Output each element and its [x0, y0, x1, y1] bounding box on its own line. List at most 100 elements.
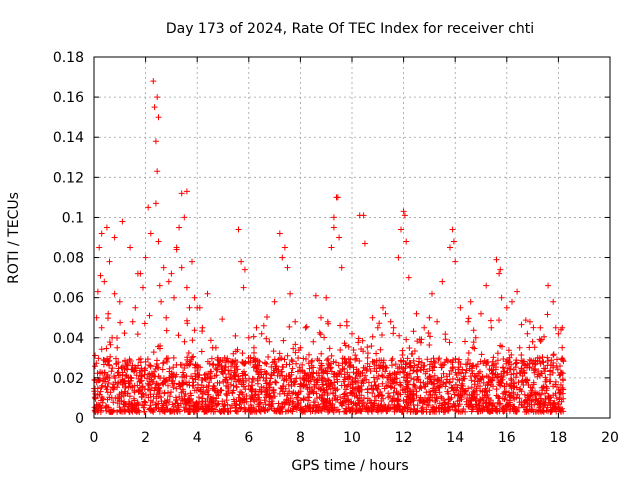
band-point [451, 391, 458, 398]
data-point [395, 254, 402, 261]
band-point [232, 332, 239, 339]
band-point [481, 389, 488, 395]
band-point [469, 394, 476, 401]
band-point [165, 382, 171, 389]
band-point [410, 328, 417, 335]
band-point [275, 400, 282, 407]
band-point [368, 343, 375, 349]
band-point [255, 371, 262, 378]
band-point [541, 333, 547, 340]
band-point [280, 364, 287, 371]
data-point [465, 318, 472, 325]
band-point [423, 397, 430, 404]
band-point [556, 396, 563, 403]
band-point [440, 397, 447, 404]
band-point [455, 392, 462, 399]
band-point [324, 376, 331, 383]
band-point [445, 400, 452, 407]
band-point [337, 399, 344, 406]
band-point [435, 377, 442, 384]
band-point [356, 358, 363, 364]
band-point [379, 380, 386, 387]
band-point [271, 359, 278, 366]
band-point [418, 385, 425, 392]
band-point [195, 394, 202, 401]
data-point [245, 334, 252, 341]
data-point [467, 298, 474, 305]
band-point [190, 353, 197, 360]
band-point [285, 381, 292, 388]
band-point [141, 320, 148, 327]
band-point [106, 339, 113, 346]
data-point [251, 344, 257, 351]
band-point [175, 332, 182, 339]
band-point [345, 401, 352, 408]
band-point [189, 399, 196, 405]
band-point [237, 406, 244, 412]
band-point [191, 387, 198, 394]
band-point [254, 375, 261, 382]
y-axis-ticks: 0 0.02 0.04 0.06 0.08 0.1 0.12 0.14 0.16 0.18 [53, 50, 610, 427]
band-point [235, 394, 242, 401]
band-point [449, 365, 456, 372]
band-point [97, 388, 104, 395]
band-point [104, 372, 111, 378]
band-point [390, 389, 397, 396]
band-point [242, 406, 249, 413]
band-point [283, 373, 290, 380]
band-point [377, 389, 384, 395]
data-point [96, 244, 103, 251]
data-point [478, 310, 484, 317]
band-point [153, 404, 160, 411]
band-point [462, 338, 468, 345]
band-point [224, 390, 230, 397]
band-point [330, 389, 336, 396]
band-point [347, 364, 353, 371]
data-point [343, 318, 350, 325]
band-point [239, 350, 246, 357]
band-point [449, 384, 456, 391]
band-point [503, 358, 510, 365]
band-point [268, 405, 275, 412]
band-point [304, 384, 311, 391]
data-point [181, 214, 188, 221]
band-point [184, 356, 191, 363]
band-point [321, 389, 328, 396]
band-point [290, 345, 297, 352]
band-point [542, 390, 548, 397]
band-point [170, 371, 177, 378]
data-point [156, 282, 163, 289]
data-point [97, 272, 104, 279]
band-point [414, 338, 421, 345]
band-point [116, 398, 123, 405]
band-point [417, 366, 424, 373]
band-point [306, 405, 313, 412]
band-point [318, 408, 325, 415]
band-point [487, 407, 494, 414]
band-point [423, 406, 430, 413]
band-point [98, 397, 105, 404]
data-point [380, 304, 386, 311]
band-point [316, 357, 323, 364]
band-point [338, 371, 345, 378]
band-point [473, 385, 480, 392]
data-point [524, 330, 531, 337]
band-point [446, 339, 453, 346]
band-point [537, 407, 544, 414]
band-point [286, 323, 293, 330]
band-point [473, 395, 479, 402]
band-point [457, 388, 464, 395]
data-point [330, 224, 337, 231]
band-point [331, 404, 338, 411]
data-point [132, 304, 139, 311]
band-point [179, 379, 186, 386]
band-point [294, 396, 301, 402]
band-point [558, 356, 565, 363]
data-point [154, 94, 161, 101]
data-point [374, 324, 381, 331]
band-point [324, 357, 330, 364]
band-point [408, 375, 415, 382]
band-point [268, 402, 274, 409]
band-point [288, 371, 295, 378]
band-point [287, 407, 294, 414]
